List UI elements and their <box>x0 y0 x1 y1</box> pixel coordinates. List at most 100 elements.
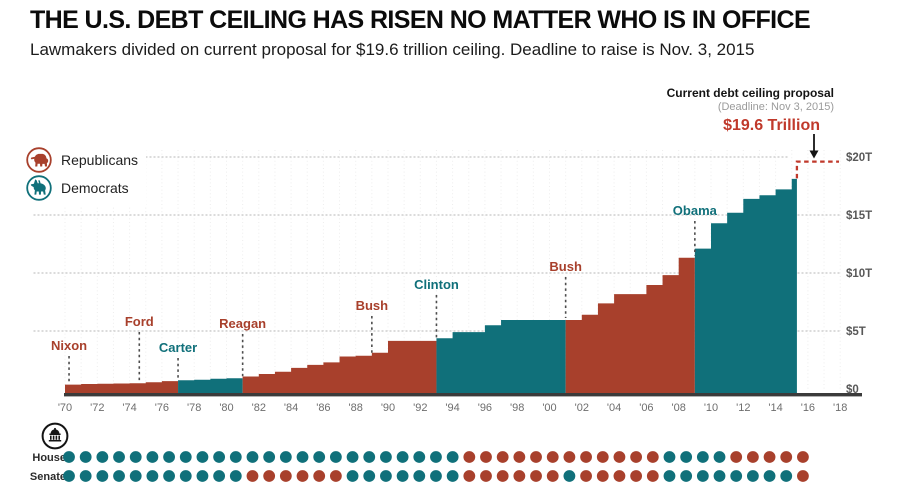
house-dot-1990 <box>380 451 392 463</box>
x-tick-84: '84 <box>284 402 298 414</box>
house-dot-1980 <box>213 451 226 463</box>
x-tick-80: '80 <box>219 402 233 414</box>
legend-label-republicans: Republicans <box>61 152 139 168</box>
senate-dot-1978 <box>179 470 192 482</box>
senate-dot-1991 <box>396 470 409 482</box>
x-tick-14: '14 <box>768 402 782 414</box>
senate-dot-1998 <box>513 470 526 482</box>
senate-dot-2008 <box>680 470 693 482</box>
house-dot-1991 <box>396 451 409 463</box>
house-dot-2008 <box>680 451 693 463</box>
proposal-value: $19.6 Trillion <box>723 117 820 134</box>
house-dot-2014 <box>780 451 793 463</box>
senate-dot-2000 <box>546 470 559 482</box>
senate-dot-2012 <box>746 470 759 482</box>
x-tick-02: '02 <box>575 402 589 414</box>
house-dot-1976 <box>146 451 159 463</box>
senate-dot-1973 <box>96 470 109 482</box>
senate-dot-1986 <box>313 470 326 482</box>
house-dot-1979 <box>196 451 209 463</box>
senate-dot-2004 <box>613 470 626 482</box>
capitol-icon <box>41 422 69 455</box>
senate-dot-1971 <box>63 470 75 482</box>
senate-dot-1997 <box>496 470 509 482</box>
senate-dot-1992 <box>413 470 426 482</box>
x-axis-line <box>64 393 862 397</box>
legend: Republicans Democrats <box>24 144 147 206</box>
area-republican-2 <box>242 340 437 393</box>
house-dot-1981 <box>229 451 242 463</box>
y-tick-labels: $0 $5T $10T $15T $20T <box>846 152 872 396</box>
area-democrat-3 <box>436 319 566 393</box>
house-dot-1978 <box>179 451 192 463</box>
x-tick-98: '98 <box>510 402 524 414</box>
senate-dot-2002 <box>580 470 592 482</box>
house-dot-2003 <box>596 451 609 463</box>
president-label-nixon: Nixon <box>51 338 87 353</box>
house-dot-2006 <box>646 451 659 463</box>
senate-dot-1999 <box>530 470 542 482</box>
senate-dot-1972 <box>79 470 92 482</box>
proposal-heading: Current debt ceiling proposal <box>666 86 834 100</box>
house-dot-1973 <box>96 451 109 463</box>
senate-dot-1975 <box>129 470 142 482</box>
y-tick-$15T: $15T <box>846 210 872 222</box>
senate-dot-2010 <box>713 470 726 482</box>
house-dot-2012 <box>746 451 759 463</box>
house-dot-2010 <box>713 451 726 463</box>
senate-dot-2007 <box>663 470 676 482</box>
house-dot-2005 <box>630 451 643 463</box>
house-dot-2002 <box>580 451 592 463</box>
page-subtitle: Lawmakers divided on current proposal fo… <box>30 40 755 59</box>
house-dot-1999 <box>530 451 542 463</box>
x-tick-12: '12 <box>736 402 750 414</box>
senate-dot-2006 <box>646 470 659 482</box>
senate-dot-1993 <box>430 470 442 482</box>
president-label-carter: Carter <box>159 340 197 355</box>
house-dot-1977 <box>163 451 175 463</box>
x-tick-90: '90 <box>381 402 395 414</box>
page-title: THE U.S. DEBT CEILING HAS RISEN NO MATTE… <box>30 6 811 34</box>
senate-dot-1989 <box>363 470 376 482</box>
house-dot-1996 <box>480 451 492 463</box>
y-tick-$5T: $5T <box>846 326 866 338</box>
proposal-annotation: Current debt ceiling proposal (Deadline:… <box>667 86 834 135</box>
legend-item-democrats: Democrats <box>26 174 138 202</box>
legend-label-democrats: Democrats <box>61 180 129 196</box>
president-label-bush: Bush <box>356 298 389 313</box>
house-dot-2004 <box>613 451 626 463</box>
area-republican-0 <box>65 381 179 393</box>
y-tick-$0: $0 <box>846 384 859 396</box>
house-dot-1998 <box>513 451 526 463</box>
senate-dot-1974 <box>113 470 125 482</box>
house-dot-1987 <box>329 451 342 463</box>
x-tick-00: '00 <box>542 402 556 414</box>
house-dot-1982 <box>246 451 259 463</box>
senate-dot-1981 <box>229 470 242 482</box>
legend-item-republicans: Republicans <box>26 146 138 174</box>
republican-elephant-icon <box>26 147 52 173</box>
house-dot-1971 <box>63 451 75 463</box>
senate-dot-1996 <box>480 470 492 482</box>
x-tick-96: '96 <box>478 402 492 414</box>
house-dot-2000 <box>546 451 559 463</box>
senate-dot-2013 <box>763 470 776 482</box>
area-republican-4 <box>565 257 695 393</box>
senate-row-label: Senate <box>30 471 66 483</box>
house-dot-1988 <box>346 451 359 463</box>
x-tick-88: '88 <box>349 402 363 414</box>
house-dot-2009 <box>696 451 709 463</box>
senate-dot-1980 <box>213 470 226 482</box>
president-label-obama: Obama <box>673 203 718 218</box>
senate-dot-1982 <box>246 470 259 482</box>
house-dot-1997 <box>496 451 509 463</box>
x-tick-78: '78 <box>187 402 201 414</box>
house-dot-2001 <box>563 451 576 463</box>
x-tick-08: '08 <box>672 402 686 414</box>
senate-dot-2003 <box>596 470 609 482</box>
senate-dot-1994 <box>446 470 459 482</box>
senate-dot-1988 <box>346 470 359 482</box>
senate-dot-1984 <box>279 470 292 482</box>
senate-dot-2009 <box>696 470 709 482</box>
